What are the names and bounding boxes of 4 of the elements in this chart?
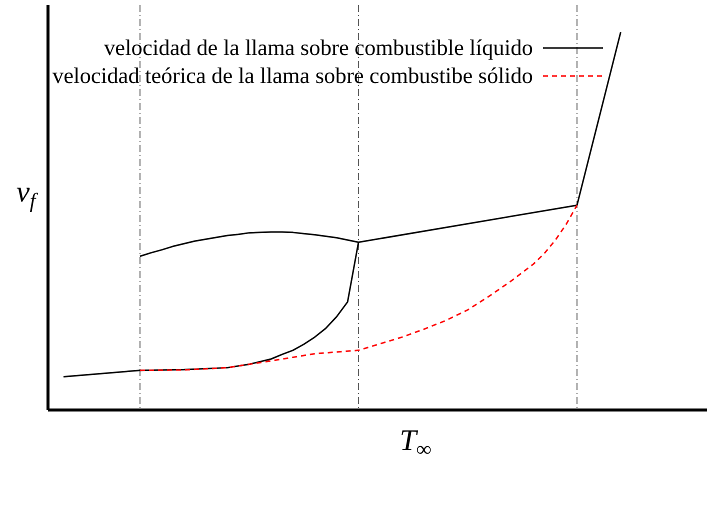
legend-label: velocidad teórica de la llama sobre combustibe sólido — [52, 62, 533, 90]
legend-label: velocidad de la llama sobre combustible líquido — [104, 34, 533, 62]
x-axis-title: T$_{∞}$ — [400, 424, 432, 462]
y-axis-title: v$_{f}$ — [16, 176, 39, 213]
